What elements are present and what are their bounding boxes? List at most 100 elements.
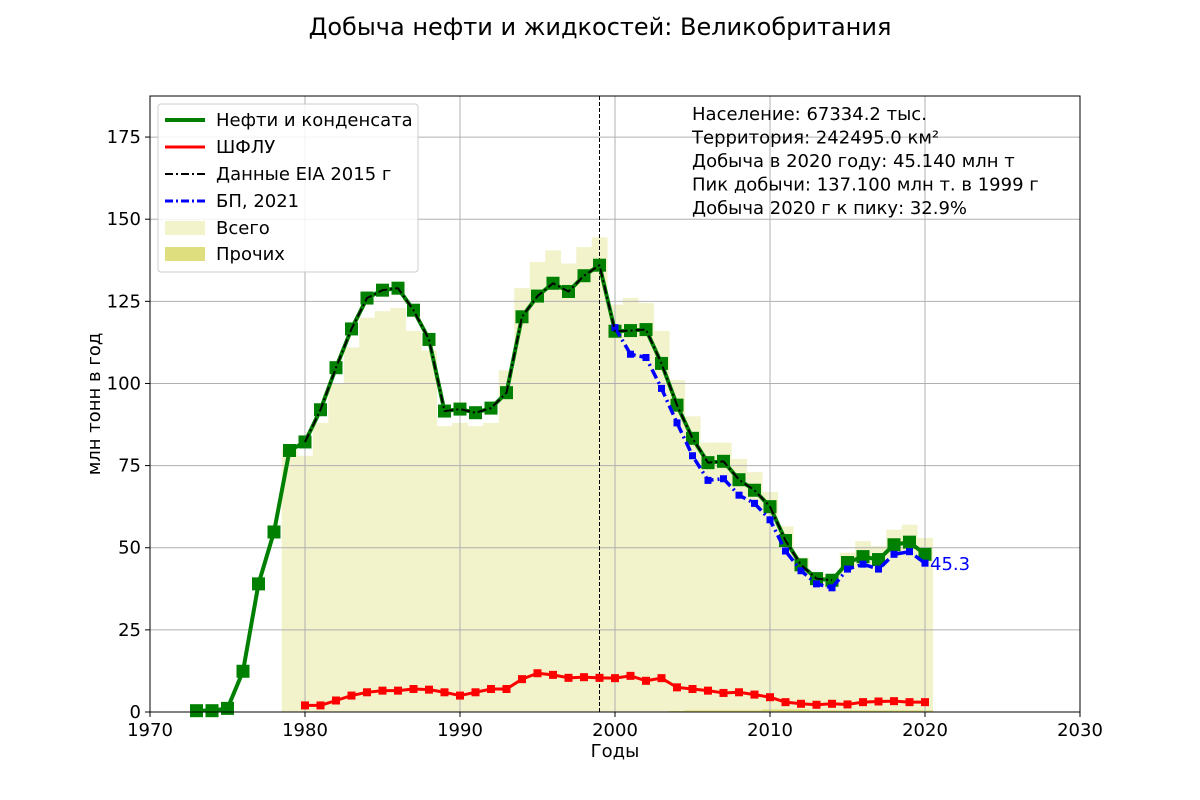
- total-bar: [808, 574, 825, 712]
- oil-point: [267, 525, 281, 539]
- bp-point: [906, 548, 913, 556]
- total-bar: [684, 416, 701, 712]
- other-bar: [901, 710, 918, 712]
- ngl-point: [766, 693, 774, 702]
- ngl-point: [688, 685, 697, 694]
- x-tick-label: 2030: [1057, 720, 1103, 741]
- total-bar: [560, 263, 577, 712]
- total-bar: [483, 422, 500, 712]
- total-bar: [514, 288, 531, 712]
- total-bar: [855, 541, 872, 712]
- ngl-point: [642, 676, 650, 685]
- total-bar: [746, 472, 763, 712]
- oil-point: [624, 324, 637, 338]
- ngl-point: [859, 698, 867, 707]
- total-bar: [529, 261, 546, 712]
- x-tick-label: 2000: [592, 720, 638, 741]
- total-bar: [839, 552, 856, 712]
- x-axis-label: Годы: [591, 741, 640, 762]
- y-tick-label: 0: [130, 702, 141, 723]
- legend-frame: [157, 103, 419, 273]
- total-bar: [405, 330, 422, 712]
- other-bar: [715, 710, 732, 712]
- oil-point: [872, 553, 885, 567]
- y-axis-ticks: 0 25 50 75 100 125 150 175: [107, 127, 150, 723]
- x-tick-label: 1990: [437, 720, 483, 741]
- ngl-point: [580, 673, 588, 682]
- y-tick-label: 150: [107, 209, 141, 230]
- ngl-point: [471, 688, 480, 697]
- ngl-point: [533, 669, 542, 678]
- bp-point: [921, 559, 929, 567]
- ngl-point: [301, 701, 309, 710]
- info-line: Добыча 2020 г к пику: 32.9%: [692, 198, 967, 219]
- ngl-point: [874, 697, 883, 706]
- info-line: Пик добычи: 137.100 млн т. в 1999 г: [692, 175, 1039, 196]
- total-bar: [545, 250, 562, 713]
- bp-point: [735, 491, 743, 499]
- oil-point: [887, 538, 901, 552]
- total-bar: [793, 557, 810, 712]
- legend-total-label: Всего: [216, 218, 270, 239]
- ngl-point: [518, 675, 526, 684]
- legend-other-swatch: [165, 247, 205, 261]
- bp-point: [782, 547, 789, 555]
- ngl-point: [657, 674, 666, 683]
- legend-oil-label: Нефти и конденсата: [216, 110, 413, 131]
- plot-area: 45.3: [149, 95, 1081, 718]
- ngl-point: [611, 674, 619, 683]
- ngl-point: [719, 688, 728, 697]
- ngl-point: [347, 691, 356, 700]
- end-value-label: 45.3: [930, 554, 970, 575]
- ngl-point: [595, 673, 604, 682]
- bp-point: [813, 580, 820, 588]
- ngl-point: [890, 697, 898, 706]
- total-bar: [467, 426, 484, 712]
- ngl-point: [425, 685, 433, 694]
- ngl-point: [781, 698, 790, 707]
- bp-point: [890, 550, 898, 558]
- other-bar: [839, 710, 856, 712]
- legend-ngl-label: ШФЛУ: [216, 137, 275, 158]
- oil-point: [639, 323, 653, 337]
- ngl-point: [905, 698, 914, 707]
- ngl-point: [409, 685, 418, 694]
- other-bar: [731, 710, 748, 712]
- total-bar: [281, 449, 298, 712]
- total-bar: [390, 307, 407, 712]
- total-bar: [576, 247, 593, 712]
- bp-point: [658, 384, 665, 392]
- ngl-point: [456, 691, 464, 700]
- total-bar: [653, 330, 670, 712]
- bp-point: [642, 354, 650, 362]
- y-tick-label: 100: [107, 373, 141, 394]
- ngl-point: [843, 700, 852, 709]
- x-tick-label: 1980: [282, 720, 328, 741]
- total-bar: [436, 426, 453, 712]
- info-box: Население: 67334.2 тыс. Территория: 24249…: [691, 104, 1039, 219]
- ngl-point: [440, 688, 449, 697]
- total-bar: [638, 302, 655, 712]
- ngl-point: [332, 696, 340, 705]
- bp-point: [875, 565, 882, 573]
- y-tick-label: 25: [118, 620, 141, 641]
- y-tick-label: 125: [107, 291, 141, 312]
- bp-point: [704, 476, 712, 484]
- total-bar: [777, 526, 794, 712]
- bp-point: [627, 350, 634, 358]
- total-bar: [669, 380, 686, 712]
- other-bar: [808, 710, 825, 712]
- total-bar: [824, 575, 841, 712]
- oil-point: [422, 332, 436, 346]
- other-bar: [777, 709, 794, 712]
- total-bar: [731, 459, 748, 712]
- bp-point: [859, 560, 867, 568]
- bp-point: [611, 324, 619, 332]
- oil-point: [221, 701, 234, 715]
- total-bar: [312, 422, 329, 712]
- ngl-point: [363, 688, 371, 697]
- other-bar: [824, 710, 841, 712]
- ngl-point: [378, 686, 387, 695]
- eia-line: [304, 264, 833, 582]
